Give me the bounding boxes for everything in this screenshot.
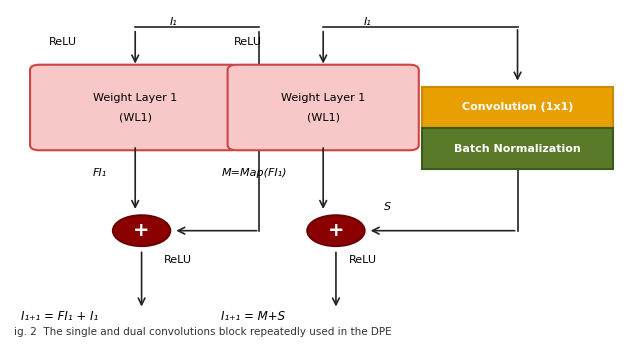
- Text: Batch Normalization: Batch Normalization: [454, 144, 581, 154]
- Text: Convolution (1x1): Convolution (1x1): [462, 102, 573, 112]
- Text: ReLU: ReLU: [49, 38, 77, 48]
- Text: (WL1): (WL1): [307, 112, 340, 122]
- Text: (WL1): (WL1): [118, 112, 152, 122]
- Text: Weight Layer 1: Weight Layer 1: [93, 93, 177, 103]
- Circle shape: [307, 215, 365, 246]
- Bar: [422, 87, 613, 128]
- Text: ReLU: ReLU: [349, 255, 377, 265]
- Text: +: +: [328, 221, 344, 240]
- FancyBboxPatch shape: [228, 65, 419, 150]
- Text: ReLU: ReLU: [234, 38, 262, 48]
- Text: ReLU: ReLU: [164, 255, 192, 265]
- Text: +: +: [133, 221, 150, 240]
- Text: I₁₊₁ = FI₁ + I₁: I₁₊₁ = FI₁ + I₁: [20, 310, 98, 323]
- Text: M=Map(FI₁): M=Map(FI₁): [221, 168, 287, 177]
- Text: ig. 2  The single and dual convolutions block repeatedly used in the DPE: ig. 2 The single and dual convolutions b…: [14, 327, 392, 337]
- Text: S: S: [384, 202, 391, 212]
- Text: FI₁: FI₁: [92, 168, 106, 177]
- Text: Weight Layer 1: Weight Layer 1: [281, 93, 365, 103]
- Text: I₁: I₁: [364, 17, 372, 27]
- Text: I₁: I₁: [170, 17, 177, 27]
- Text: I₁₊₁ = M+S: I₁₊₁ = M+S: [221, 310, 285, 323]
- FancyBboxPatch shape: [30, 65, 241, 150]
- Circle shape: [113, 215, 170, 246]
- Bar: [422, 128, 613, 169]
